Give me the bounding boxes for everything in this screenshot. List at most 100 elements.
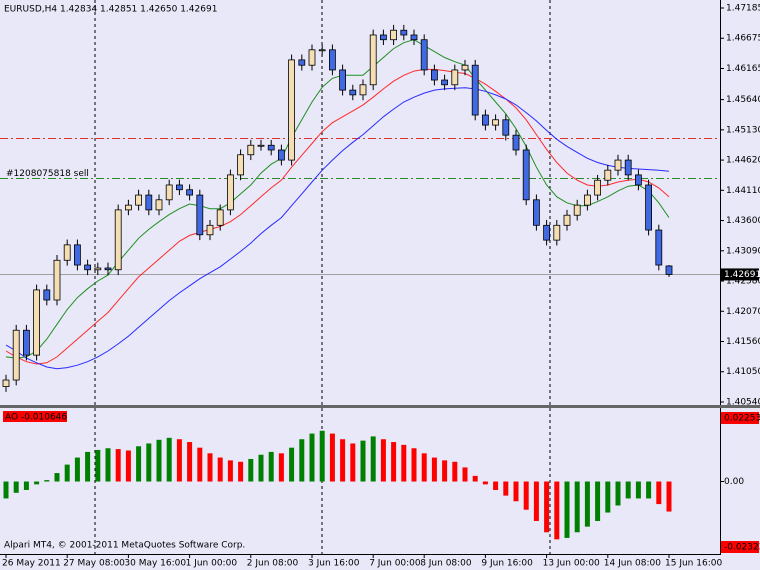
ao-bar (340, 439, 346, 482)
y-tick-label: 1.43090 (726, 246, 760, 256)
candle-body (298, 59, 306, 66)
candle-body (614, 159, 622, 171)
chart-title: EURUSD,H4 1.42834 1.42851 1.42650 1.4269… (4, 5, 217, 15)
candle-body (277, 149, 285, 161)
ao-bar (23, 481, 29, 490)
ao-bar (146, 443, 152, 482)
y-tick-box (721, 411, 759, 424)
candle-body (471, 64, 479, 116)
ao-bar (482, 481, 488, 485)
copyright: Alpari MT4, © 2001-2011 MetaQuotes Softw… (4, 541, 245, 551)
candle-body (74, 244, 81, 266)
candle-body (624, 159, 632, 176)
y-tick-label: 0.00 (724, 477, 744, 487)
ao-bar (656, 481, 662, 505)
ao-bar (217, 457, 223, 482)
ao-bar (666, 481, 672, 512)
candle-body (410, 34, 418, 41)
candle-body (451, 69, 459, 86)
ao-bar (156, 439, 162, 482)
candle-body (461, 64, 469, 71)
candle-body (257, 144, 265, 147)
candle-body (533, 199, 540, 226)
ao-bar (54, 473, 60, 482)
candle-body (165, 184, 173, 201)
y-tick-label: 1.47185 (726, 4, 760, 14)
ao-bar (646, 481, 652, 499)
candle-body (349, 89, 357, 96)
candle-body (318, 49, 326, 52)
ao-bar (554, 481, 560, 540)
level-label: #1208075818 sell (6, 169, 89, 179)
x-tick-label: 27 May 08:00 (63, 559, 125, 569)
candle-body (267, 144, 275, 151)
x-tick-label: 2 Jun 08:00 (247, 559, 299, 569)
candle-body (512, 134, 520, 151)
candle-body (237, 154, 245, 176)
y-tick-label: 0.02253 (724, 413, 760, 423)
ao-bar (523, 481, 529, 510)
ao-bar (187, 442, 193, 482)
candle-body (430, 69, 438, 81)
ao-bar (3, 481, 9, 499)
ao-bar (493, 481, 499, 490)
ao-bar (370, 436, 376, 482)
candle-body (2, 379, 10, 387)
ao-bar (95, 449, 101, 482)
ao-bar (319, 430, 325, 482)
ao-bar (136, 446, 142, 482)
candle-body (359, 84, 367, 96)
y-tick-label: 1.45130 (726, 125, 760, 135)
y-tick-label: 1.43600 (726, 216, 760, 226)
y-tick-label: 1.41560 (726, 337, 760, 347)
y-tick-label: 1.40540 (726, 397, 760, 407)
ao-bar (360, 440, 366, 482)
ao-bar (615, 481, 621, 506)
ao-bar (329, 433, 335, 482)
candle-body (635, 174, 642, 186)
candle-body (94, 267, 102, 271)
last-price-box (721, 268, 759, 281)
candle-body (481, 114, 489, 126)
ao-bar (442, 460, 448, 482)
ao-bar (268, 451, 274, 482)
ao-bar (350, 443, 356, 482)
candle-body (288, 59, 296, 161)
ao-bar (595, 481, 601, 521)
candle-body (145, 194, 153, 211)
ao-bar (248, 458, 254, 482)
candle-body (379, 34, 387, 41)
ao-bar (176, 439, 182, 482)
y-tick-label: 1.46675 (726, 34, 760, 44)
ao-bar (564, 481, 570, 538)
candle-body (665, 265, 673, 275)
ao-bar (238, 461, 244, 482)
candle-body (645, 184, 652, 231)
x-tick-label: 30 May 16:00 (124, 559, 186, 569)
candle-body (328, 49, 336, 71)
ao-bar (574, 481, 580, 533)
candle-body (33, 289, 40, 356)
candle-body (43, 289, 51, 301)
candle-body (492, 119, 500, 126)
candle-body (339, 69, 347, 91)
candle-body (543, 224, 550, 241)
ao-bar (258, 454, 264, 482)
x-tick-label: 13 Jun 00:00 (543, 559, 600, 569)
x-tick-label: 9 Jun 16:00 (481, 559, 533, 569)
ao-bar (503, 481, 509, 496)
x-tick-label: 15 Jun 16:00 (665, 559, 722, 569)
ao-bar (605, 481, 611, 513)
last-price-label: 1.42691 (724, 270, 760, 280)
panel-title-box (3, 411, 67, 422)
ao-bar (278, 453, 284, 482)
candle-body (420, 39, 428, 71)
candle-body (63, 244, 71, 261)
moving-average (5, 68, 670, 365)
ao-bar (411, 448, 417, 482)
candle-body (441, 79, 449, 86)
ao-bar (513, 481, 519, 502)
ao-bar (166, 437, 172, 482)
candle-body (135, 194, 143, 206)
x-tick-label: 1 Jun 00:00 (186, 559, 238, 569)
